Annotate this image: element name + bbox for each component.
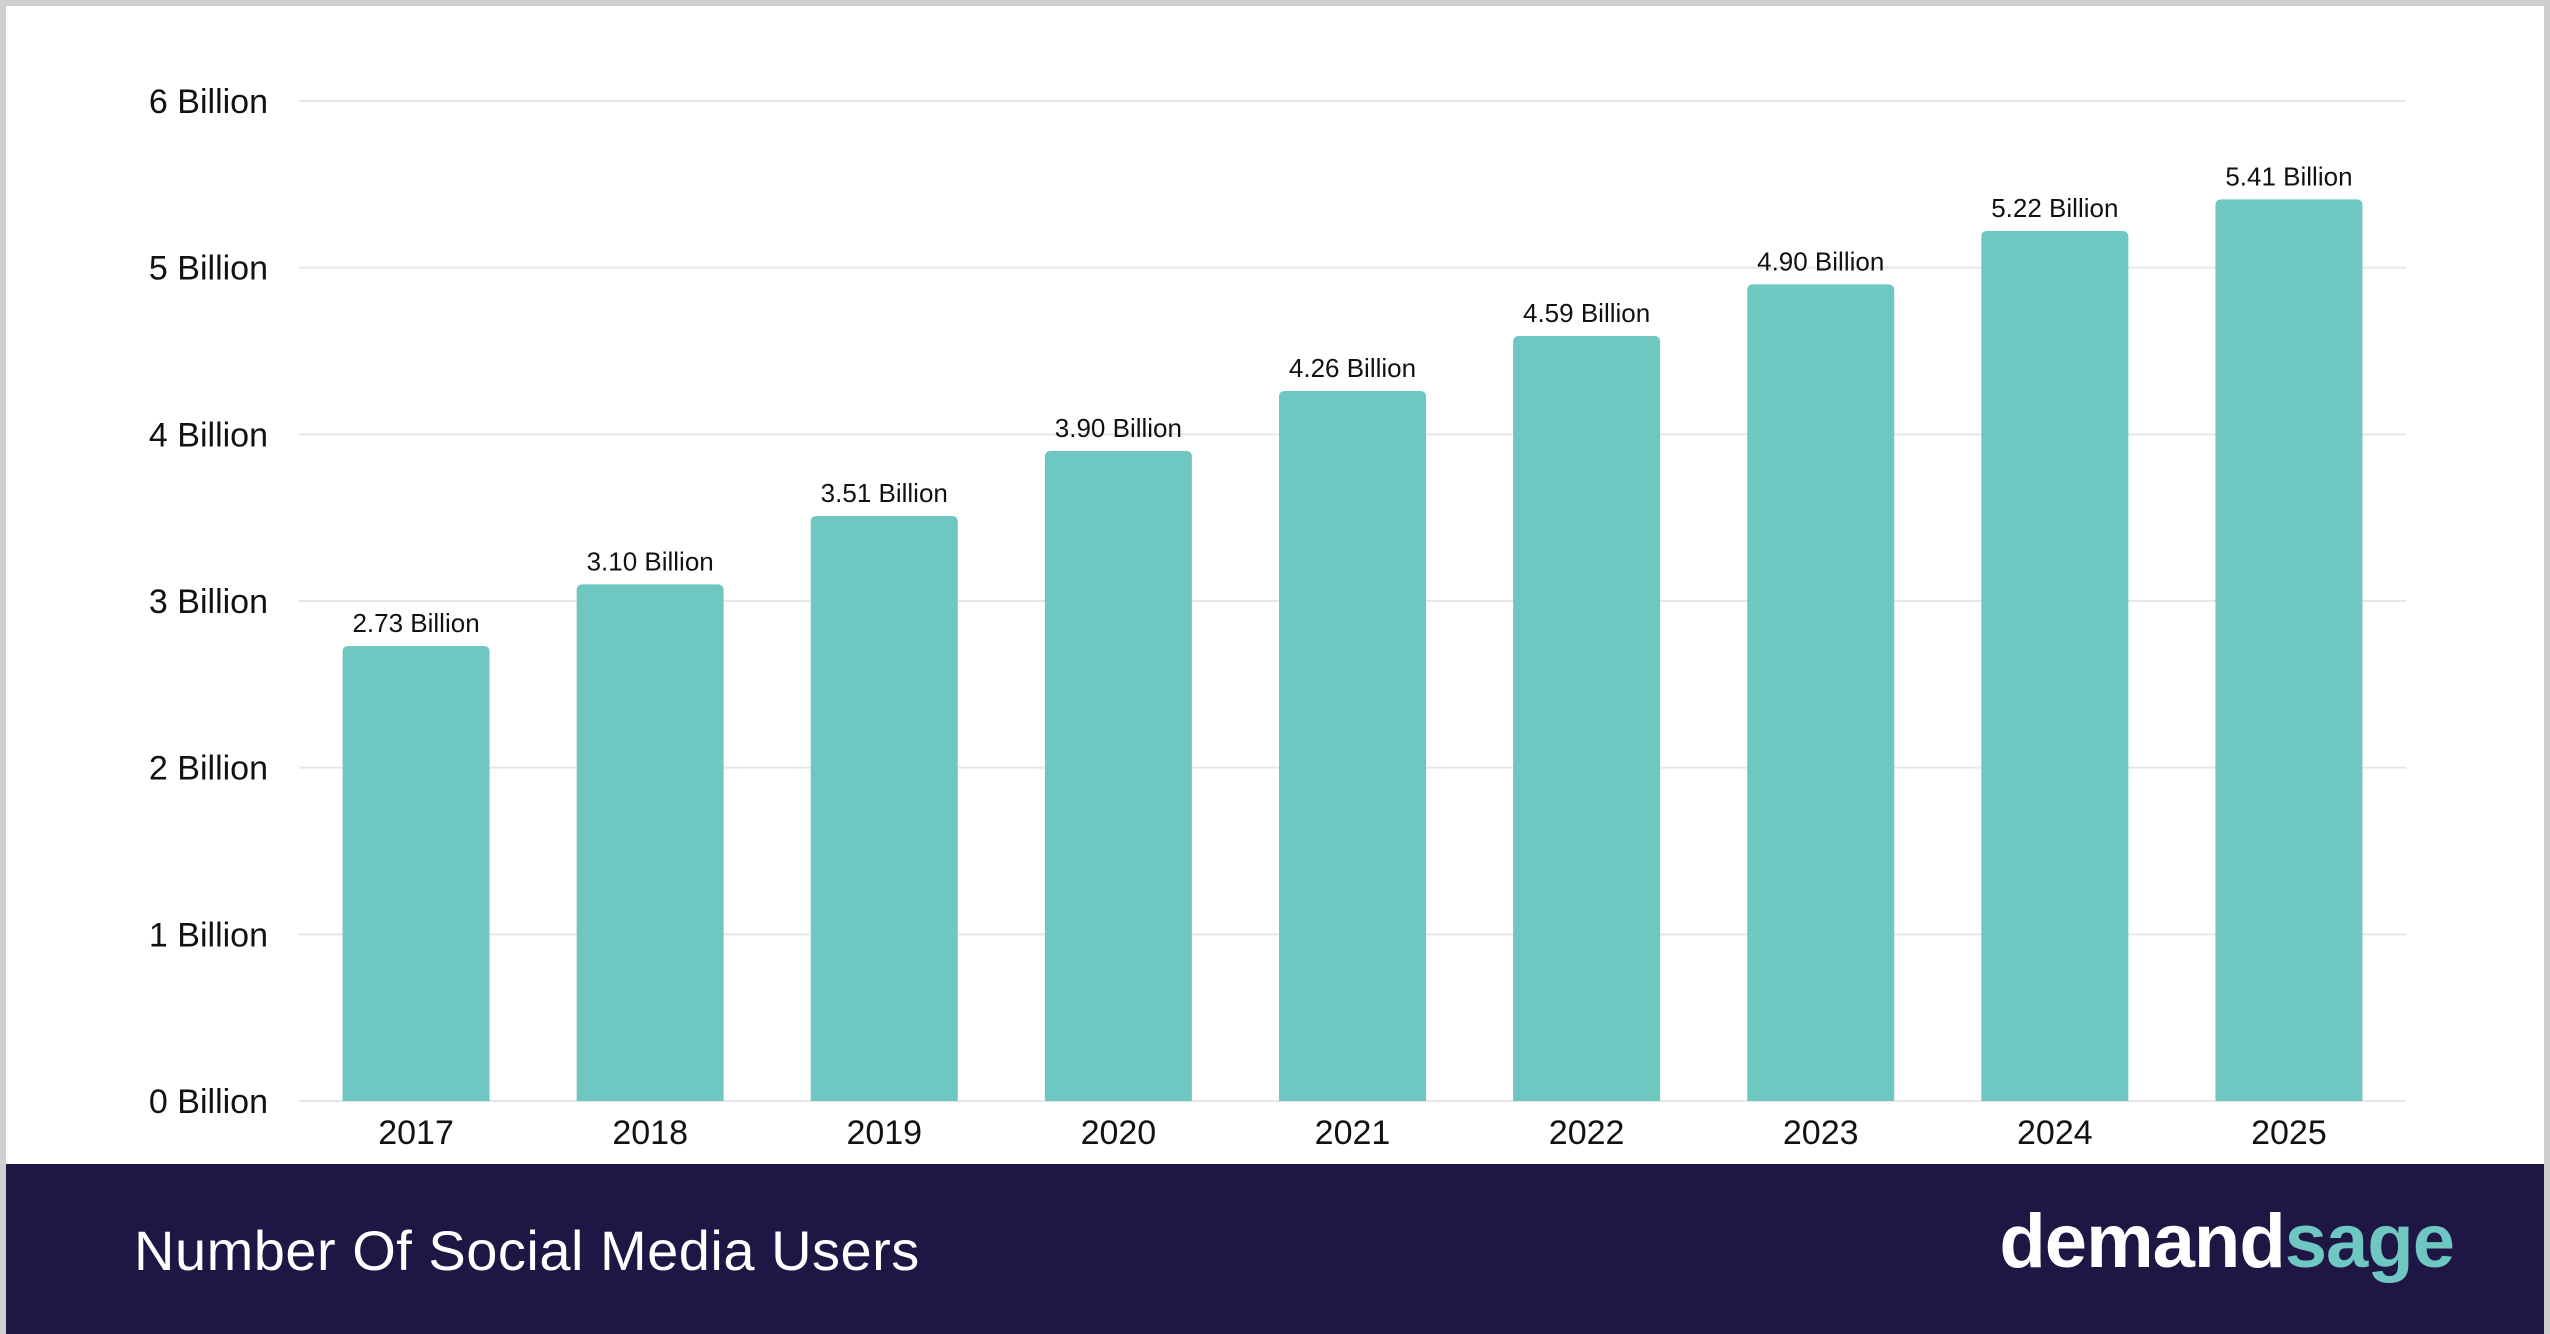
footer-banner: Number Of Social Media Users demandsage — [6, 1164, 2544, 1334]
chart-svg: 0 Billion 1 Billion 2 Billion 3 Billion 4 Bi… — [149, 83, 2406, 1152]
bar-2017 — [342, 646, 490, 1101]
bar-2023 — [1747, 284, 1895, 1101]
x-tick-label: 2017 — [378, 1114, 454, 1152]
y-tick-label: 4 Billion — [149, 416, 268, 454]
x-tick-label: 2018 — [612, 1114, 688, 1152]
bar-2018 — [576, 584, 724, 1101]
y-tick-label: 3 Billion — [149, 583, 268, 621]
x-axis-ticks: 2017 2018 2019 2020 2021 2022 2023 2024 2025 — [378, 1114, 2327, 1152]
logo-text-demand: demand — [1999, 1199, 2285, 1284]
brand-logo: demandsage — [1999, 1198, 2455, 1285]
x-tick-label: 2019 — [846, 1114, 922, 1152]
bar-2019 — [810, 516, 958, 1101]
y-axis-ticks: 0 Billion 1 Billion 2 Billion 3 Billion 4 Bi… — [149, 83, 268, 1121]
y-tick-label: 6 Billion — [149, 83, 268, 121]
data-label: 5.41 Billion — [2225, 161, 2352, 191]
x-tick-label: 2023 — [1783, 1114, 1859, 1152]
x-tick-label: 2022 — [1549, 1114, 1625, 1152]
y-tick-label: 2 Billion — [149, 750, 268, 788]
chart-title: Number Of Social Media Users — [134, 1219, 920, 1282]
data-label: 3.10 Billion — [587, 546, 714, 576]
bars — [342, 199, 2363, 1102]
data-label: 3.90 Billion — [1055, 413, 1182, 443]
y-tick-label: 0 Billion — [149, 1083, 268, 1121]
x-tick-label: 2025 — [2251, 1114, 2327, 1152]
x-tick-label: 2021 — [1315, 1114, 1391, 1152]
x-tick-label: 2020 — [1081, 1114, 1157, 1152]
y-tick-label: 1 Billion — [149, 916, 268, 954]
bar-2022 — [1513, 336, 1661, 1101]
bar-2025 — [2215, 199, 2363, 1102]
data-label: 3.51 Billion — [821, 478, 948, 508]
bar-2024 — [1981, 231, 2129, 1101]
bar-2021 — [1279, 391, 1426, 1101]
bar-2020 — [1044, 451, 1192, 1101]
x-tick-label: 2024 — [2017, 1114, 2093, 1152]
data-label: 4.59 Billion — [1523, 298, 1650, 328]
data-label: 4.90 Billion — [1757, 246, 1884, 276]
data-labels: 2.73 Billion 3.10 Billion 3.51 Billion 3.90… — [352, 161, 2352, 638]
logo-text-sage: sage — [2284, 1199, 2455, 1284]
bar-chart: 0 Billion 1 Billion 2 Billion 3 Billion 4 Bi… — [6, 6, 2544, 1164]
data-label: 5.22 Billion — [1991, 193, 2118, 223]
data-label: 2.73 Billion — [352, 608, 479, 638]
data-label: 4.26 Billion — [1289, 353, 1416, 383]
y-tick-label: 5 Billion — [149, 250, 268, 288]
